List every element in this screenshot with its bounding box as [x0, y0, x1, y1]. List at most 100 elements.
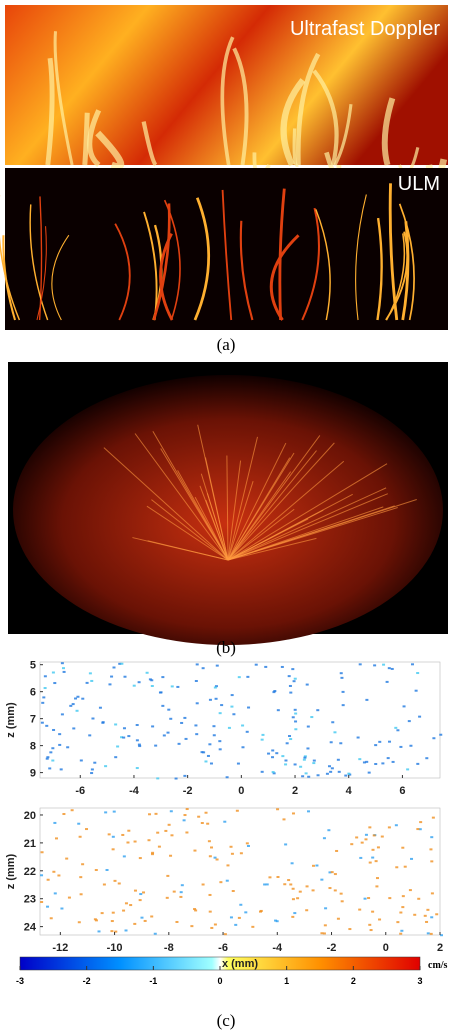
flow-dot: [341, 900, 344, 902]
flow-dot: [344, 775, 347, 777]
flow-dot: [282, 818, 285, 820]
flow-dot: [209, 911, 212, 913]
flow-dot: [263, 883, 266, 885]
flow-dot: [110, 676, 113, 678]
flow-dot: [42, 696, 45, 698]
flow-dot: [106, 869, 109, 871]
flow-dot: [79, 876, 82, 878]
flow-dot: [417, 898, 420, 900]
colorbar-tick-label: 2: [351, 976, 356, 986]
flow-dot: [306, 747, 309, 749]
flow-dot: [202, 883, 205, 885]
flow-dot: [41, 722, 44, 724]
x-tick-label: -6: [218, 942, 228, 954]
flow-dot: [329, 771, 332, 773]
flow-dot: [175, 921, 178, 923]
flow-dot: [416, 763, 419, 765]
flow-dot: [275, 752, 278, 754]
x-tick-label: 2: [292, 785, 298, 797]
flow-dot: [246, 676, 249, 678]
colorbar-tick-label: -1: [149, 976, 157, 986]
vessel: [85, 113, 87, 165]
flow-dot: [114, 723, 117, 725]
flow-dot: [231, 694, 234, 696]
flow-dot: [159, 692, 162, 694]
flow-dot: [387, 757, 390, 759]
flow-dot: [430, 860, 433, 862]
flow-dot: [320, 879, 323, 881]
flow-dot: [209, 855, 212, 857]
colorbar-tick-label: 1: [284, 976, 289, 986]
flow-dot: [91, 718, 94, 720]
flow-dot: [144, 920, 147, 922]
flow-dot: [339, 742, 342, 744]
flow-dot: [399, 912, 402, 914]
flow-dot: [202, 667, 205, 669]
flow-dot: [151, 725, 154, 727]
flow-dot: [323, 837, 326, 839]
flow-dot: [301, 775, 304, 777]
flow-dot: [388, 667, 391, 669]
flow-dot: [357, 737, 360, 739]
x-tick-label: -2: [327, 942, 337, 954]
flow-dot: [46, 758, 49, 760]
flow-dot: [259, 911, 262, 913]
flow-dot: [219, 712, 222, 714]
flow-dot: [164, 830, 167, 832]
flow-dot: [372, 849, 375, 851]
flow-dot: [88, 734, 91, 736]
flow-dot: [138, 745, 141, 747]
flow-dot: [425, 921, 428, 923]
flow-dot: [169, 855, 172, 857]
flow-dot: [213, 734, 216, 736]
flow-dot: [281, 666, 284, 668]
flow-dot: [68, 897, 71, 899]
flow-dot: [291, 668, 294, 670]
flow-dot: [340, 677, 343, 679]
flow-dot: [328, 887, 331, 889]
flow-dot: [44, 675, 47, 677]
flow-dot: [72, 703, 75, 705]
flow-dot: [185, 738, 188, 740]
flow-dot: [283, 883, 286, 885]
flow-dot: [261, 734, 264, 736]
flow-dot: [186, 808, 189, 810]
flow-dot: [226, 880, 229, 882]
flow-dot: [65, 858, 68, 860]
flow-dot: [95, 869, 98, 871]
flow-dot: [312, 889, 315, 891]
flow-dot: [151, 685, 154, 687]
flow-dot: [91, 768, 94, 770]
flow-dot: [246, 731, 249, 733]
flow-dot: [396, 921, 399, 923]
flow-dot: [276, 920, 279, 922]
flow-dot: [230, 846, 233, 848]
flow-dot: [220, 704, 223, 706]
flow-dot: [232, 713, 235, 715]
flow-dot: [238, 676, 241, 678]
flow-dot: [388, 826, 391, 828]
flow-dot: [365, 834, 368, 836]
flow-dot: [52, 671, 55, 673]
flow-dot: [312, 762, 315, 764]
flow-dot: [294, 763, 297, 765]
flow-dot: [133, 685, 136, 687]
flow-dot: [201, 822, 204, 824]
flow-dot: [294, 678, 297, 680]
flow-dot: [155, 813, 158, 815]
flow-dot: [44, 687, 47, 689]
y-tick-label: 24: [24, 922, 37, 934]
flow-dot: [289, 692, 292, 694]
flow-dot: [166, 875, 169, 877]
flow-dot: [123, 855, 126, 857]
flow-dot: [238, 917, 241, 919]
flow-dot: [150, 679, 153, 681]
flow-dot: [219, 881, 222, 883]
flow-dot: [60, 908, 63, 910]
flow-dot: [148, 813, 151, 815]
flow-dot: [53, 682, 56, 684]
flow-dot: [328, 765, 331, 767]
flow-dot: [171, 685, 174, 687]
flow-dot: [368, 924, 371, 926]
flow-dot: [419, 821, 422, 823]
